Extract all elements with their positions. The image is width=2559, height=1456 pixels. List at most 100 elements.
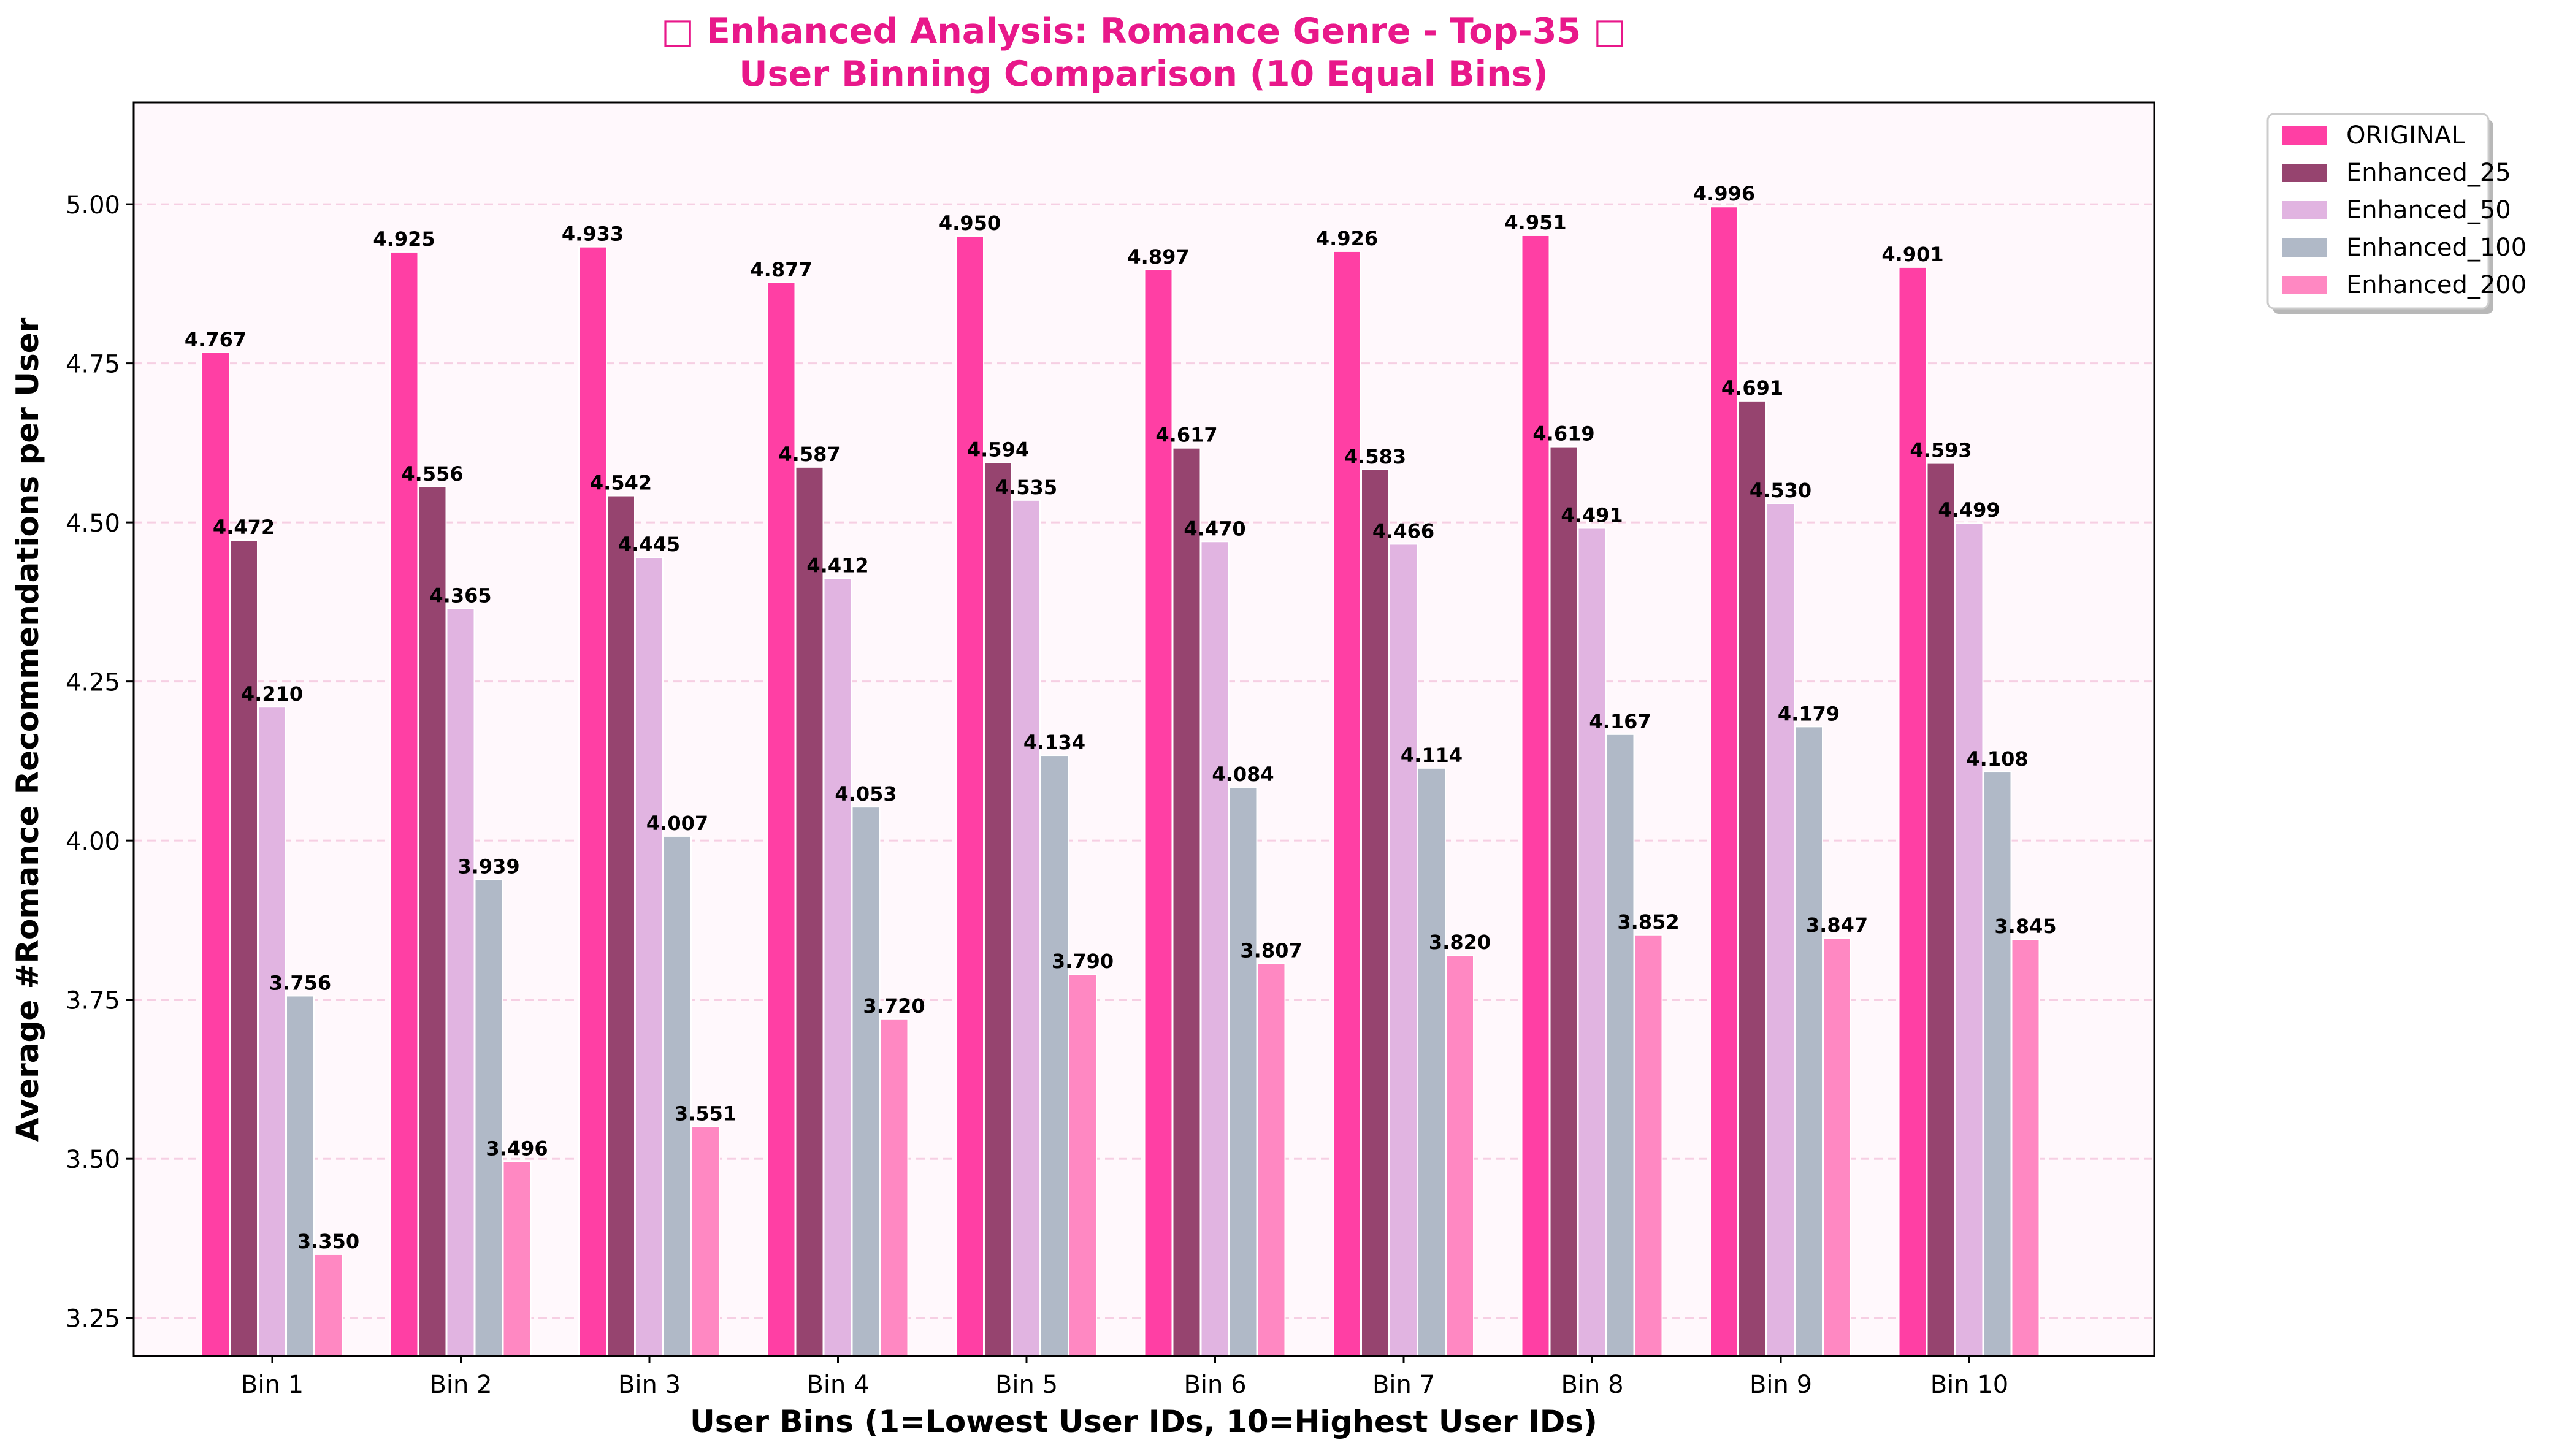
bar-value-label: 4.084 (1212, 763, 1274, 786)
legend-swatch-enhanced-200 (2282, 276, 2327, 294)
legend-label-enhanced-200: Enhanced_200 (2346, 271, 2526, 299)
bar-enhanced-200-bin-9 (1823, 937, 1851, 1357)
bar-original-bin-7 (1333, 250, 1361, 1357)
bar-enhanced-50-bin-1 (258, 706, 286, 1357)
bar-value-label: 4.445 (618, 533, 680, 556)
bar-enhanced-50-bin-2 (446, 608, 475, 1357)
bar-enhanced-25-bin-6 (1172, 447, 1201, 1357)
bar-value-label: 4.877 (750, 258, 812, 281)
x-tick-label: Bin 4 (806, 1371, 869, 1399)
bar-value-label: 4.617 (1155, 424, 1217, 447)
y-tick-label: 4.50 (66, 509, 120, 538)
y-axis: 3.25 3.50 3.75 4.00 4.25 4.50 4.75 5.00 (66, 191, 134, 1333)
bar-value-label: 4.951 (1504, 211, 1566, 234)
x-tick-label: Bin 3 (618, 1371, 681, 1399)
x-tick-label: Bin 9 (1750, 1371, 1812, 1399)
legend-swatch-enhanced-25 (2282, 164, 2327, 182)
bar-value-label: 4.933 (562, 223, 624, 246)
y-tick-label: 3.25 (66, 1305, 120, 1333)
bar-value-label: 4.472 (213, 516, 275, 539)
x-tick-label: Bin 6 (1184, 1371, 1246, 1399)
chart-title-line1: □ Enhanced Analysis: Romance Genre - Top… (661, 11, 1626, 51)
bar-value-label: 3.807 (1240, 939, 1302, 962)
bar-value-label: 4.691 (1721, 376, 1783, 400)
bar-enhanced-200-bin-8 (1634, 934, 1663, 1357)
bar-enhanced-100-bin-5 (1040, 755, 1069, 1357)
bar-original-bin-8 (1521, 234, 1550, 1357)
bar-enhanced-100-bin-7 (1417, 767, 1446, 1357)
bar-value-label: 3.720 (863, 994, 925, 1018)
bar-enhanced-100-bin-9 (1794, 726, 1823, 1357)
y-axis-label: Average #Romance Recommendations per Use… (10, 317, 45, 1142)
bar-enhanced-200-bin-7 (1445, 955, 1474, 1357)
bar-value-label: 3.939 (457, 855, 519, 878)
legend-items: ORIGINAL Enhanced_25 Enhanced_50 Enhanced_1… (2282, 121, 2526, 299)
bar-enhanced-200-bin-5 (1068, 974, 1097, 1357)
bar-enhanced-25-bin-2 (418, 486, 447, 1357)
bar-enhanced-200-bin-4 (879, 1018, 909, 1357)
bar-value-label: 3.551 (675, 1102, 736, 1125)
bar-original-bin-1 (201, 351, 230, 1357)
bar-enhanced-25-bin-1 (229, 539, 258, 1357)
y-tick-label: 4.00 (66, 828, 120, 856)
bar-value-label: 3.496 (486, 1137, 548, 1160)
bar-original-bin-3 (578, 246, 607, 1357)
bar-enhanced-100-bin-6 (1228, 786, 1258, 1357)
legend: ORIGINAL Enhanced_25 Enhanced_50 Enhanced_1… (2266, 113, 2526, 314)
x-tick-label: Bin 5 (995, 1371, 1058, 1399)
x-tick-label: Bin 8 (1561, 1371, 1623, 1399)
bar-value-label: 3.852 (1617, 910, 1679, 934)
bar-enhanced-200-bin-3 (691, 1126, 720, 1357)
bar-value-label: 4.466 (1372, 519, 1434, 543)
bar-value-label: 4.007 (646, 812, 708, 835)
bar-enhanced-25-bin-10 (1926, 462, 1956, 1357)
y-tick-label: 3.75 (66, 987, 120, 1015)
bar-enhanced-100-bin-10 (1983, 771, 2012, 1357)
bar-enhanced-100-bin-8 (1605, 733, 1635, 1357)
bar-enhanced-50-bin-7 (1389, 543, 1418, 1357)
x-axis: Bin 1 Bin 2 Bin 3 Bin 4 Bin 5 Bin 6 Bin 7 Bin 8… (241, 1356, 2008, 1399)
bar-original-bin-10 (1898, 266, 1927, 1357)
y-tick-label: 3.50 (66, 1146, 120, 1174)
bar-value-label: 3.847 (1806, 913, 1868, 937)
bar-value-label: 4.542 (590, 471, 652, 495)
legend-label-enhanced-25: Enhanced_25 (2346, 159, 2511, 187)
bar-value-label: 4.950 (939, 212, 1001, 235)
bar-enhanced-25-bin-5 (984, 462, 1012, 1357)
bar-enhanced-25-bin-3 (606, 495, 635, 1357)
bar-value-label: 4.619 (1532, 422, 1594, 446)
bar-enhanced-200-bin-10 (2011, 939, 2040, 1357)
bar-enhanced-50-bin-3 (635, 557, 664, 1357)
bar-value-label: 4.365 (429, 584, 491, 607)
bar-value-label: 4.583 (1344, 445, 1406, 468)
bar-original-bin-5 (955, 235, 984, 1357)
bar-value-labels: 4.767 4.472 4.210 3.756 3.350 4.925 4.556 4.365… (185, 182, 2057, 1253)
bar-enhanced-200-bin-2 (502, 1161, 532, 1357)
y-tick-label: 5.00 (66, 191, 120, 219)
bar-original-bin-4 (767, 281, 796, 1357)
legend-label-enhanced-100: Enhanced_100 (2346, 234, 2526, 262)
bar-value-label: 4.925 (373, 227, 435, 251)
bar-value-label: 4.499 (1938, 498, 2000, 522)
bar-value-label: 4.530 (1750, 479, 1811, 502)
bar-enhanced-100-bin-1 (286, 995, 315, 1357)
bar-enhanced-50-bin-6 (1200, 541, 1230, 1357)
bar-enhanced-50-bin-10 (1954, 522, 1984, 1357)
bar-value-label: 4.535 (995, 476, 1057, 499)
bar-value-label: 3.820 (1429, 931, 1491, 954)
bar-enhanced-25-bin-7 (1361, 468, 1390, 1357)
bars-group (201, 206, 2040, 1357)
legend-label-enhanced-50: Enhanced_50 (2346, 196, 2511, 224)
bar-value-label: 4.587 (778, 443, 840, 466)
bar-value-label: 3.756 (269, 971, 331, 994)
plot-frame (132, 101, 2155, 1357)
bar-value-label: 3.790 (1052, 950, 1114, 973)
y-tick-label: 4.25 (66, 669, 120, 697)
bar-enhanced-50-bin-5 (1012, 499, 1041, 1357)
bar-value-label: 3.350 (297, 1230, 359, 1253)
bar-original-bin-6 (1144, 269, 1173, 1357)
bar-enhanced-25-bin-9 (1738, 400, 1767, 1357)
bar-value-label: 4.996 (1693, 182, 1755, 205)
bar-value-label: 4.134 (1023, 731, 1085, 754)
